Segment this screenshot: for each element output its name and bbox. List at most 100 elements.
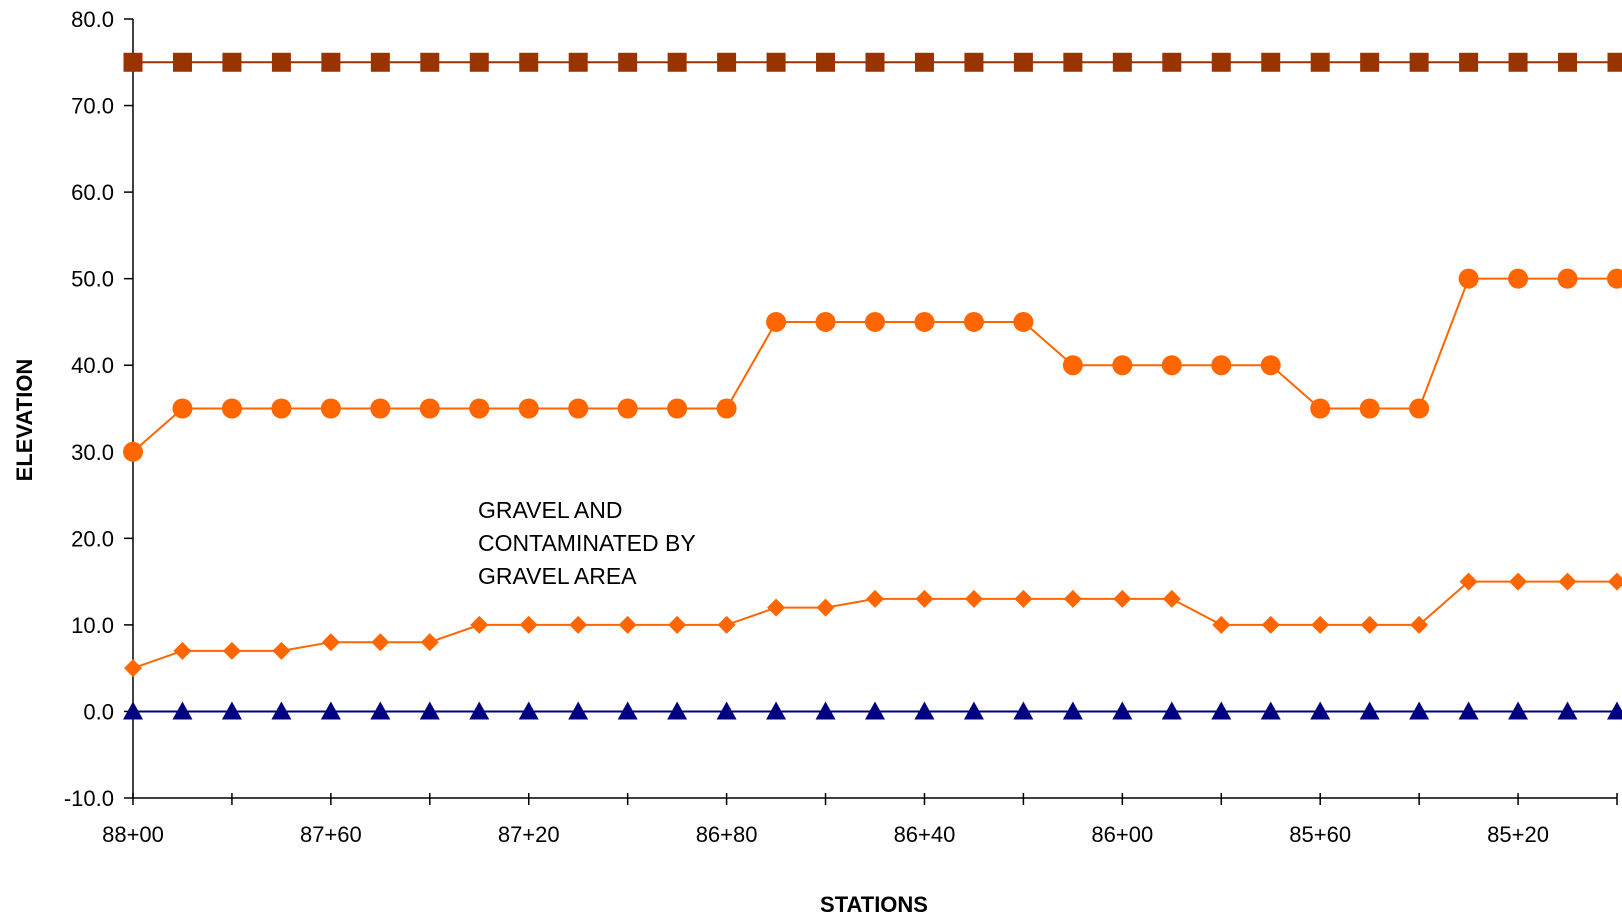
data-point-square	[222, 52, 242, 72]
data-point-square	[1558, 52, 1578, 72]
data-point-square	[914, 52, 934, 72]
data-point-triangle	[1112, 701, 1133, 720]
data-point-triangle	[568, 701, 589, 720]
data-point-circle	[123, 441, 143, 462]
data-point-circle	[1112, 355, 1133, 376]
x-axis-title: STATIONS	[820, 892, 928, 917]
data-point-circle	[469, 398, 490, 419]
data-point-circle	[370, 398, 391, 419]
y-tick-label: -10.0	[64, 786, 114, 811]
data-point-diamond	[1608, 572, 1622, 591]
data-point-square	[420, 52, 440, 72]
y-tick-label: 50.0	[71, 267, 114, 292]
x-tick-label: 87+60	[300, 822, 362, 847]
x-tick-label: 86+80	[696, 822, 758, 847]
data-point-diamond	[1360, 615, 1379, 634]
y-tick-label: 0.0	[83, 699, 114, 724]
y-tick-label: 20.0	[71, 526, 114, 551]
series-circle	[123, 268, 1622, 462]
data-point-square	[519, 52, 539, 72]
annotation-text: CONTAMINATED BY	[478, 530, 696, 556]
y-tick-label: 80.0	[71, 7, 114, 32]
series-line	[132, 277, 1617, 453]
data-point-square	[1409, 52, 1429, 72]
data-point-diamond	[1014, 589, 1033, 608]
data-point-square	[816, 52, 836, 72]
data-point-triangle	[370, 701, 391, 720]
data-point-circle	[963, 311, 984, 332]
data-point-triangle	[1260, 701, 1281, 720]
data-point-circle	[1409, 398, 1430, 419]
data-point-square	[1261, 52, 1281, 72]
y-axis-title: ELEVATION	[12, 359, 37, 482]
data-point-square	[172, 52, 192, 72]
data-point-diamond	[1509, 572, 1528, 591]
data-point-circle	[617, 398, 638, 419]
data-point-diamond	[519, 615, 538, 634]
y-tick-label: 30.0	[71, 440, 114, 465]
data-point-diamond	[1212, 615, 1231, 634]
series-square	[123, 52, 1622, 72]
data-point-triangle	[1607, 701, 1622, 720]
data-point-square	[618, 52, 638, 72]
data-point-diamond	[272, 641, 291, 660]
data-point-circle	[815, 311, 836, 332]
data-point-triangle	[667, 701, 688, 720]
data-point-triangle	[914, 701, 935, 720]
data-point-triangle	[1013, 701, 1034, 720]
data-point-circle	[865, 311, 885, 332]
data-point-diamond	[915, 589, 934, 608]
series-diamond	[124, 572, 1622, 678]
x-tick-label: 86+00	[1091, 822, 1153, 847]
data-point-diamond	[371, 633, 390, 652]
data-point-square	[1508, 52, 1528, 72]
data-point-circle	[667, 398, 688, 419]
data-point-diamond	[420, 633, 439, 652]
data-point-square	[1310, 52, 1330, 72]
data-point-circle	[1557, 268, 1578, 289]
data-point-square	[1112, 52, 1132, 72]
data-point-circle	[271, 398, 292, 419]
data-point-circle	[172, 398, 193, 419]
data-point-circle	[221, 398, 242, 419]
data-point-triangle	[1458, 701, 1479, 720]
data-point-diamond	[124, 659, 142, 678]
data-point-circle	[1607, 268, 1622, 289]
data-point-square	[766, 52, 786, 72]
data-point-square	[271, 52, 291, 72]
y-tick-label: 10.0	[71, 613, 114, 638]
data-point-circle	[716, 398, 737, 419]
data-point-diamond	[321, 633, 340, 652]
data-point-square	[1459, 52, 1479, 72]
data-point-square	[717, 52, 737, 72]
data-point-diamond	[816, 598, 835, 617]
data-point-circle	[320, 398, 341, 419]
data-point-diamond	[618, 615, 637, 634]
data-point-triangle	[1508, 701, 1529, 720]
data-point-square	[469, 52, 489, 72]
data-point-diamond	[173, 641, 192, 660]
data-point-diamond	[717, 615, 736, 634]
data-point-triangle	[865, 701, 885, 720]
data-point-triangle	[419, 701, 440, 720]
data-point-diamond	[1459, 572, 1478, 591]
data-point-circle	[1458, 268, 1479, 289]
series-layer	[123, 52, 1622, 720]
data-point-circle	[1161, 355, 1182, 376]
data-point-circle	[766, 311, 787, 332]
data-point-diamond	[470, 615, 489, 634]
y-tick-label: 70.0	[71, 94, 114, 119]
data-point-square	[1360, 52, 1380, 72]
data-point-triangle	[716, 701, 737, 720]
data-point-square	[1211, 52, 1231, 72]
data-point-triangle	[1557, 701, 1578, 720]
data-point-diamond	[767, 598, 786, 617]
data-point-square	[865, 52, 885, 72]
y-tick-label: 40.0	[71, 353, 114, 378]
data-point-circle	[1211, 355, 1232, 376]
data-point-triangle	[221, 701, 242, 720]
data-point-circle	[1013, 311, 1034, 332]
data-point-diamond	[668, 615, 687, 634]
data-point-circle	[914, 311, 935, 332]
annotation-text: GRAVEL AND	[478, 497, 622, 523]
